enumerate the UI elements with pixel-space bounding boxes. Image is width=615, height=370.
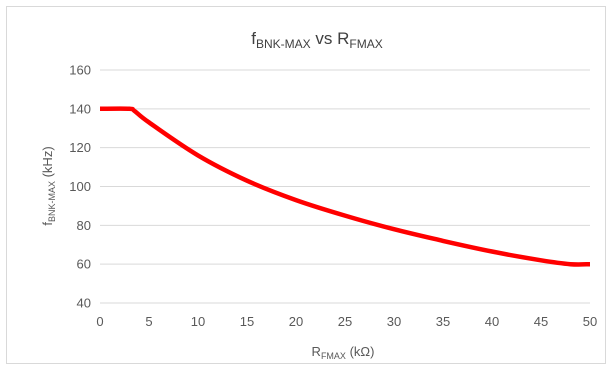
chart-frame <box>6 6 606 364</box>
x-tick-label: 15 <box>240 314 254 329</box>
x-tick-label: 30 <box>387 314 401 329</box>
y-tick-label: 160 <box>69 63 91 78</box>
y-tick-label: 40 <box>77 296 91 311</box>
x-tick-label: 35 <box>436 314 450 329</box>
y-tick-label: 80 <box>77 218 91 233</box>
x-tick-label: 20 <box>289 314 303 329</box>
y-tick-labels: 40 60 80 100 120 140 160 <box>69 63 91 311</box>
x-tick-label: 40 <box>485 314 499 329</box>
x-tick-label: 10 <box>191 314 205 329</box>
y-tick-label: 60 <box>77 257 91 272</box>
series-group <box>99 106 591 267</box>
y-tick-label: 140 <box>69 101 91 116</box>
series-line <box>99 106 591 267</box>
y-tick-label: 120 <box>69 140 91 155</box>
x-tick-label: 50 <box>583 314 597 329</box>
x-tick-label: 45 <box>534 314 548 329</box>
x-tick-label: 25 <box>338 314 352 329</box>
gridlines <box>100 69 590 304</box>
chart-title: fBNK-MAX vs RFMAX <box>251 29 383 51</box>
x-tick-label: 0 <box>96 314 103 329</box>
x-tick-label: 5 <box>145 314 152 329</box>
y-tick-label: 100 <box>69 179 91 194</box>
x-tick-labels: 0 5 10 15 20 25 30 35 40 45 50 <box>96 314 597 329</box>
y-axis-label: fBNK-MAX (kHz) <box>40 146 57 225</box>
x-axis-label: RFMAX (kΩ) <box>312 344 375 361</box>
